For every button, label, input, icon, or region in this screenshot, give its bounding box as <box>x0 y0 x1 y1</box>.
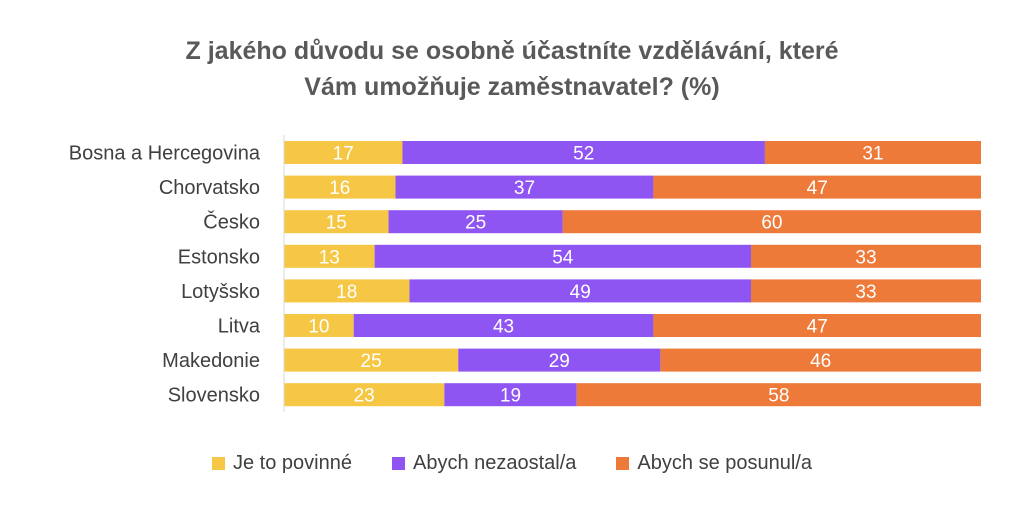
bar-abych-se-posunul-a-chorvatsko <box>653 175 981 199</box>
category-label-lotyssko: Lotyšsko <box>181 281 260 303</box>
bar-je-to-povinne-slovensko <box>284 383 445 407</box>
bar-abych-se-posunul-a-slovensko <box>576 383 981 407</box>
value-label-abych-nezaostal-a-bosna-a-hercegovina: 52 <box>573 144 594 165</box>
legend-label-posunul: Abych se posunul/a <box>637 452 812 474</box>
value-label-abych-nezaostal-a-makedonie: 29 <box>549 351 570 372</box>
bar-abych-se-posunul-a-bosna-a-hercegovina <box>764 141 981 164</box>
bar-je-to-povinne-cesko <box>284 210 389 234</box>
bar-je-to-povinne-estonsko <box>284 244 375 268</box>
bar-abych-se-posunul-a-cesko <box>562 210 981 234</box>
value-label-abych-se-posunul-a-slovensko: 58 <box>768 386 789 407</box>
bar-je-to-povinne-litva <box>284 314 354 337</box>
value-label-abych-se-posunul-a-litva: 47 <box>807 317 828 338</box>
chart-title-line-1: Z jakého důvodu se osobně účastníte vzdě… <box>185 37 839 65</box>
value-label-abych-nezaostal-a-estonsko: 54 <box>552 247 574 268</box>
value-label-abych-se-posunul-a-makedonie: 46 <box>810 351 831 372</box>
bar-abych-nezaostal-a-slovensko <box>444 383 577 407</box>
value-label-je-to-povinne-cesko: 15 <box>326 213 347 234</box>
value-label-abych-nezaostal-a-cesko: 25 <box>465 213 486 234</box>
value-label-abych-se-posunul-a-cesko: 60 <box>761 213 782 234</box>
legend-label-povinne: Je to povinné <box>233 452 352 474</box>
bar-abych-se-posunul-a-makedonie <box>660 348 981 372</box>
bar-abych-nezaostal-a-chorvatsko <box>395 175 654 199</box>
category-label-cesko: Česko <box>203 211 260 234</box>
chart-title-line-2: Vám umožňuje zaměstnavatel? (%) <box>304 73 720 101</box>
bar-je-to-povinne-bosna-a-hercegovina <box>284 141 403 164</box>
value-label-abych-se-posunul-a-bosna-a-hercegovina: 31 <box>862 144 883 165</box>
category-label-litva: Litva <box>218 316 261 338</box>
legend-item-posunul: Abych se posunul/a <box>616 452 812 475</box>
category-label-makedonie: Makedonie <box>162 350 260 372</box>
bar-je-to-povinne-lotyssko <box>284 279 410 303</box>
bar-abych-nezaostal-a-estonsko <box>374 244 751 268</box>
bar-abych-nezaostal-a-makedonie <box>458 348 661 372</box>
bar-abych-nezaostal-a-litva <box>353 314 654 337</box>
value-label-abych-nezaostal-a-slovensko: 19 <box>500 386 521 407</box>
value-label-je-to-povinne-litva: 10 <box>308 317 329 338</box>
value-label-abych-nezaostal-a-litva: 43 <box>493 317 514 338</box>
bar-je-to-povinne-makedonie <box>284 348 459 372</box>
value-label-je-to-povinne-slovensko: 23 <box>354 386 375 407</box>
value-label-je-to-povinne-makedonie: 25 <box>361 351 382 372</box>
bar-abych-nezaostal-a-cesko <box>388 210 563 234</box>
category-label-estonsko: Estonsko <box>178 246 260 268</box>
legend-label-nezaostal: Abych nezaostal/a <box>412 452 577 474</box>
bar-je-to-povinne-chorvatsko <box>284 175 396 199</box>
value-label-abych-se-posunul-a-chorvatsko: 47 <box>807 178 828 199</box>
bar-abych-se-posunul-a-lotyssko <box>750 279 981 303</box>
value-label-je-to-povinne-bosna-a-hercegovina: 17 <box>333 144 354 165</box>
category-label-bosna-a-hercegovina: Bosna a Hercegovina <box>69 143 261 165</box>
legend-item-nezaostal: Abych nezaostal/a <box>391 452 577 475</box>
bar-abych-se-posunul-a-litva <box>653 314 981 337</box>
value-label-je-to-povinne-estonsko: 13 <box>319 247 340 268</box>
legend-swatch-posunul <box>616 457 630 470</box>
legend-swatch-nezaostal <box>391 457 405 470</box>
category-label-chorvatsko: Chorvatsko <box>159 177 260 199</box>
bar-abych-nezaostal-a-bosna-a-hercegovina <box>402 141 765 164</box>
legend-item-povinne: Je to povinné <box>212 452 352 475</box>
bar-abych-nezaostal-a-lotyssko <box>409 279 751 303</box>
value-label-abych-se-posunul-a-lotyssko: 33 <box>855 282 876 303</box>
value-label-je-to-povinne-chorvatsko: 16 <box>329 178 350 199</box>
value-label-abych-nezaostal-a-lotyssko: 49 <box>570 282 591 303</box>
category-label-slovensko: Slovensko <box>168 385 260 407</box>
value-label-abych-se-posunul-a-estonsko: 33 <box>855 247 876 268</box>
value-label-je-to-povinne-lotyssko: 18 <box>336 282 357 303</box>
legend-swatch-povinne <box>212 457 225 470</box>
bar-abych-se-posunul-a-estonsko <box>750 244 981 268</box>
chart-legend: Je to povinné Abych nezaostal/a Abych se… <box>0 452 1024 475</box>
value-label-abych-nezaostal-a-chorvatsko: 37 <box>514 178 535 199</box>
